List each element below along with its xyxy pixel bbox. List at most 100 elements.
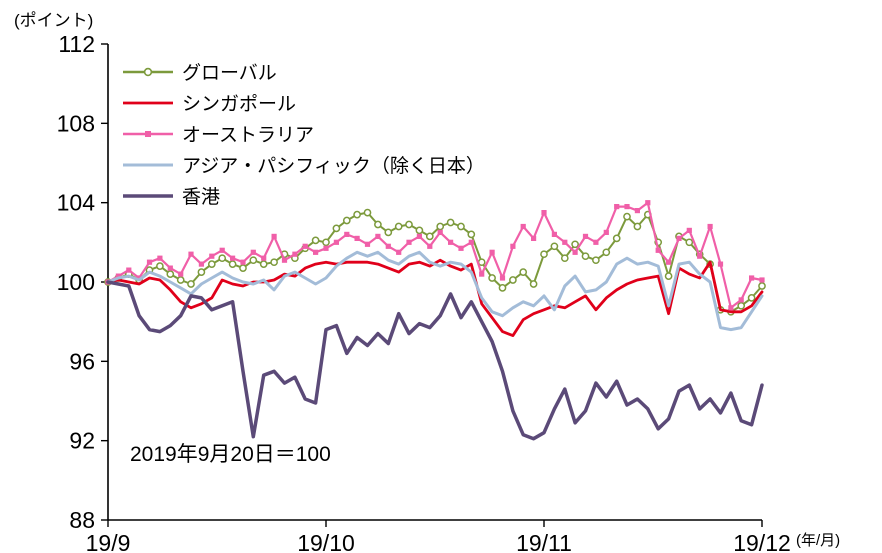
series-marker-australia [697,253,703,259]
series-marker-australia [551,231,557,237]
series-marker-australia [489,249,495,255]
series-marker-australia [313,249,319,255]
series-marker-global [758,282,766,290]
series-marker-global [747,294,756,302]
x-axis-tick-label: 19/11 [516,530,572,553]
series-marker-global [519,268,528,276]
series-marker-australia [240,259,246,265]
series-marker-global [550,242,559,251]
series-marker-australia [323,245,329,251]
series-marker-australia [510,243,516,249]
series-marker-australia [593,239,599,245]
series-marker-global [612,234,621,243]
series-marker-australia [541,210,547,216]
x-axis-tick-label: 19/12 [733,530,791,553]
series-marker-global [166,270,175,278]
legend-line-sample-global [123,67,173,76]
series-marker-global [602,248,611,257]
series-marker-global [436,222,445,231]
series-marker-australia [676,235,682,241]
series-marker-global [363,208,372,217]
series-marker-global [581,252,590,261]
series-marker-australia [728,305,734,311]
series-marker-australia [624,204,630,210]
series-marker-global [560,254,569,263]
series-marker-australia [230,255,236,261]
legend-marker-global [143,67,153,76]
series-marker-australia [281,257,288,263]
series-marker-global [529,280,538,288]
series-marker-global [405,220,413,229]
series-marker-australia [406,239,412,245]
series-marker-australia [157,255,163,261]
series-marker-australia [738,297,744,303]
series-marker-global [592,256,600,265]
series-marker-global [664,272,673,280]
series-marker-global [540,250,548,259]
series-marker-global [394,222,403,231]
y-axis-tick-label: 88 [69,507,95,533]
x-axis-unit-label: (年/月) [796,532,841,549]
series-marker-australia [178,271,184,277]
legend-label-hong-kong: 香港 [182,187,221,208]
series-marker-global [239,264,247,272]
series-marker-global [322,238,330,247]
series-marker-global [509,276,517,284]
series-marker-australia [437,229,443,235]
y-axis-tick-label: 96 [69,348,95,374]
series-marker-global [156,262,164,270]
series-marker-australia [188,251,194,257]
legend-label-australia: オーストラリア [182,125,315,146]
legend-item-australia: オーストラリア [122,118,485,149]
series-marker-australia [250,249,256,255]
series-marker-global [737,301,746,310]
series-marker-australia [333,239,339,245]
series-marker-australia [499,275,506,281]
series-marker-australia [416,233,422,239]
series-marker-global [571,240,579,249]
series-marker-global [249,256,258,265]
series-marker-australia [655,247,661,253]
series-marker-global [207,260,216,268]
series-marker-australia [468,239,474,245]
series-marker-australia [458,245,464,251]
series-marker-australia [448,239,454,245]
series-line-asia-pacific-ex-japan [106,250,764,332]
series-marker-global [488,274,496,282]
series-marker-australia [375,233,381,239]
legend-item-hong-kong: 香港 [122,180,485,211]
series-marker-australia [614,204,620,210]
series-marker-global [311,236,320,245]
y-axis-tick-label: 112 [58,31,95,57]
series-marker-global [415,226,424,235]
series-marker-global [176,276,185,284]
chart-legend: グローバル シンガポール オーストラリア アジア・パシフィック（除く日本） 香港 [122,56,485,211]
series-marker-australia [749,275,755,281]
series-marker-australia [479,271,485,277]
series-marker-global [197,268,206,276]
series-line-australia [106,201,764,309]
series-marker-australia [759,277,765,283]
series-marker-australia [292,251,298,257]
y-axis-unit-label: (ポイント) [14,11,94,30]
series-marker-global [353,210,361,219]
legend-item-singapore: シンガポール [122,87,485,118]
series-marker-australia [344,231,350,237]
x-axis-tick-label: 19/10 [297,530,355,553]
legend-line-sample-singapore [123,101,173,104]
series-marker-australia [582,233,589,239]
series-marker-australia [427,243,433,249]
series-marker-australia [271,233,277,239]
series-marker-australia [302,243,308,249]
series-marker-global [633,222,642,231]
series-marker-australia [634,208,640,214]
series-marker-global [218,254,227,263]
y-axis-tick-label: 104 [57,190,96,216]
series-marker-global [374,220,382,229]
series-marker-australia [219,247,225,253]
series-marker-global [270,258,278,267]
x-axis-tick-label: 19/9 [86,530,131,553]
legend-line-sample-australia [123,130,173,137]
base-value-annotation: 2019年9月20日＝100 [130,443,331,466]
